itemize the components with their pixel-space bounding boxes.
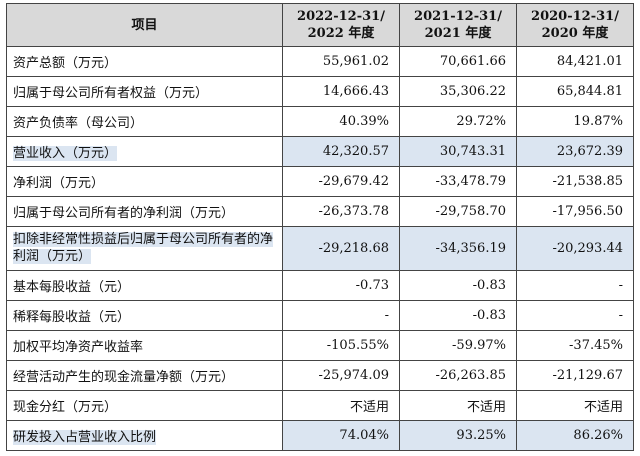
cell-2022: -0.73: [282, 270, 400, 302]
header-2021-date: 2021-12-31/: [414, 9, 502, 24]
cell-2022: -105.55%: [282, 330, 400, 362]
cell-2020: -20,293.44: [516, 225, 634, 272]
row-label-text: 加权平均净资产收益率: [13, 340, 144, 356]
row-label: 净利润（万元）: [6, 165, 283, 197]
table-row: 扣除非经常性损益后归属于母公司所有者的净利润（万元） -29,218.68 -3…: [6, 225, 634, 272]
cell-2022: -25,974.09: [282, 360, 400, 392]
row-label-text: 营业收入（万元）: [13, 145, 118, 161]
cell-2020: -21,129.67: [516, 360, 634, 392]
cell-2021: -0.83: [399, 270, 517, 302]
table-header-row: 项目 2022-12-31/ 2022 年度 2021-12-31/ 2021 …: [6, 3, 634, 47]
row-label-text: 资产负债率（母公司）: [13, 115, 144, 131]
cell-2020: 65,844.81: [516, 75, 634, 107]
cell-2020: 不适用: [516, 390, 634, 422]
header-2020: 2020-12-31/ 2020 年度: [516, 3, 634, 47]
row-label: 扣除非经常性损益后归属于母公司所有者的净利润（万元）: [6, 225, 283, 272]
table-row: 基本每股收益（元） -0.73 -0.83 -: [6, 270, 634, 302]
row-label-text: 研发投入占营业收入比例: [13, 430, 157, 445]
row-label-text: 归属于母公司所有者的净利润（万元）: [13, 205, 235, 221]
cell-2020: 23,672.39: [516, 135, 634, 167]
header-item: 项目: [6, 3, 283, 47]
cell-2021: 70,661.66: [399, 46, 517, 77]
cell-2022: 不适用: [282, 390, 400, 422]
row-label-text: 基本每股收益（元）: [13, 280, 131, 296]
table-row: 归属于母公司所有者的净利润（万元） -26,373.78 -29,758.70 …: [6, 195, 634, 227]
table-row: 稀释每股收益（元） - -0.83 -: [6, 300, 634, 332]
cell-2022: -29,679.42: [282, 165, 400, 197]
cell-2021: 93.25%: [399, 420, 517, 451]
header-2020-year: 2020 年度: [541, 26, 609, 41]
header-2021: 2021-12-31/ 2021 年度: [399, 3, 517, 47]
cell-2022: 42,320.57: [282, 135, 400, 167]
cell-2020: 84,421.01: [516, 46, 634, 77]
cell-2021: -59.97%: [399, 330, 517, 362]
table-row: 加权平均净资产收益率 -105.55% -59.97% -37.45%: [6, 330, 634, 362]
cell-2021: -26,263.85: [399, 360, 517, 392]
row-label-text: 现金分红（万元）: [13, 400, 118, 416]
header-2022-date: 2022-12-31/: [297, 9, 385, 24]
row-label-text: 稀释每股收益（元）: [13, 310, 131, 326]
header-2022: 2022-12-31/ 2022 年度: [282, 3, 400, 47]
table-row: 经营活动产生的现金流量净额（万元） -25,974.09 -26,263.85 …: [6, 360, 634, 392]
cell-2021: 35,306.22: [399, 75, 517, 107]
cell-2021: -29,758.70: [399, 195, 517, 227]
row-label-text: 净利润（万元）: [13, 175, 105, 191]
cell-2021: -33,478.79: [399, 165, 517, 197]
cell-2020: -37.45%: [516, 330, 634, 362]
cell-2022: 74.04%: [282, 420, 400, 451]
table-row: 研发投入占营业收入比例 74.04% 93.25% 86.26%: [6, 420, 634, 451]
financial-summary-table: 项目 2022-12-31/ 2022 年度 2021-12-31/ 2021 …: [6, 3, 634, 451]
row-label: 基本每股收益（元）: [6, 270, 283, 302]
table-row: 现金分红（万元） 不适用 不适用 不适用: [6, 390, 634, 422]
row-label: 资产负债率（母公司）: [6, 105, 283, 137]
row-label: 归属于母公司所有者权益（万元）: [6, 75, 283, 107]
row-label-text: 扣除非经常性损益后归属于母公司所有者的净利润（万元）: [13, 232, 274, 265]
cell-2022: -29,218.68: [282, 225, 400, 272]
cell-2021: 29.72%: [399, 105, 517, 137]
cell-2020: 19.87%: [516, 105, 634, 137]
cell-2022: 40.39%: [282, 105, 400, 137]
cell-2021: -0.83: [399, 300, 517, 332]
row-label: 资产总额（万元）: [6, 46, 283, 77]
cell-2022: 55,961.02: [282, 46, 400, 77]
cell-2021: 不适用: [399, 390, 517, 422]
row-label: 归属于母公司所有者的净利润（万元）: [6, 195, 283, 227]
cell-2022: -: [282, 300, 400, 332]
table-row: 资产总额（万元） 55,961.02 70,661.66 84,421.01: [6, 46, 634, 77]
cell-2020: 86.26%: [516, 420, 634, 451]
row-label: 研发投入占营业收入比例: [6, 420, 283, 451]
cell-2022: -26,373.78: [282, 195, 400, 227]
cell-2020: -21,538.85: [516, 165, 634, 197]
row-label-text: 资产总额（万元）: [13, 55, 118, 71]
header-2020-date: 2020-12-31/: [531, 9, 619, 24]
row-label: 现金分红（万元）: [6, 390, 283, 422]
table-row: 资产负债率（母公司） 40.39% 29.72% 19.87%: [6, 105, 634, 137]
cell-2020: -: [516, 300, 634, 332]
header-2022-year: 2022 年度: [307, 26, 375, 41]
row-label: 加权平均净资产收益率: [6, 330, 283, 362]
row-label-text: 归属于母公司所有者权益（万元）: [13, 85, 209, 101]
row-label: 经营活动产生的现金流量净额（万元）: [6, 360, 283, 392]
row-label: 营业收入（万元）: [6, 135, 283, 167]
cell-2020: -: [516, 270, 634, 302]
header-2021-year: 2021 年度: [424, 26, 492, 41]
table-row: 营业收入（万元） 42,320.57 30,743.31 23,672.39: [6, 135, 634, 167]
cell-2021: -34,356.19: [399, 225, 517, 272]
row-label-text: 经营活动产生的现金流量净额（万元）: [13, 370, 235, 386]
cell-2022: 14,666.43: [282, 75, 400, 107]
row-label: 稀释每股收益（元）: [6, 300, 283, 332]
cell-2021: 30,743.31: [399, 135, 517, 167]
table-row: 净利润（万元） -29,679.42 -33,478.79 -21,538.85: [6, 165, 634, 197]
cell-2020: -17,956.50: [516, 195, 634, 227]
table-row: 归属于母公司所有者权益（万元） 14,666.43 35,306.22 65,8…: [6, 75, 634, 107]
